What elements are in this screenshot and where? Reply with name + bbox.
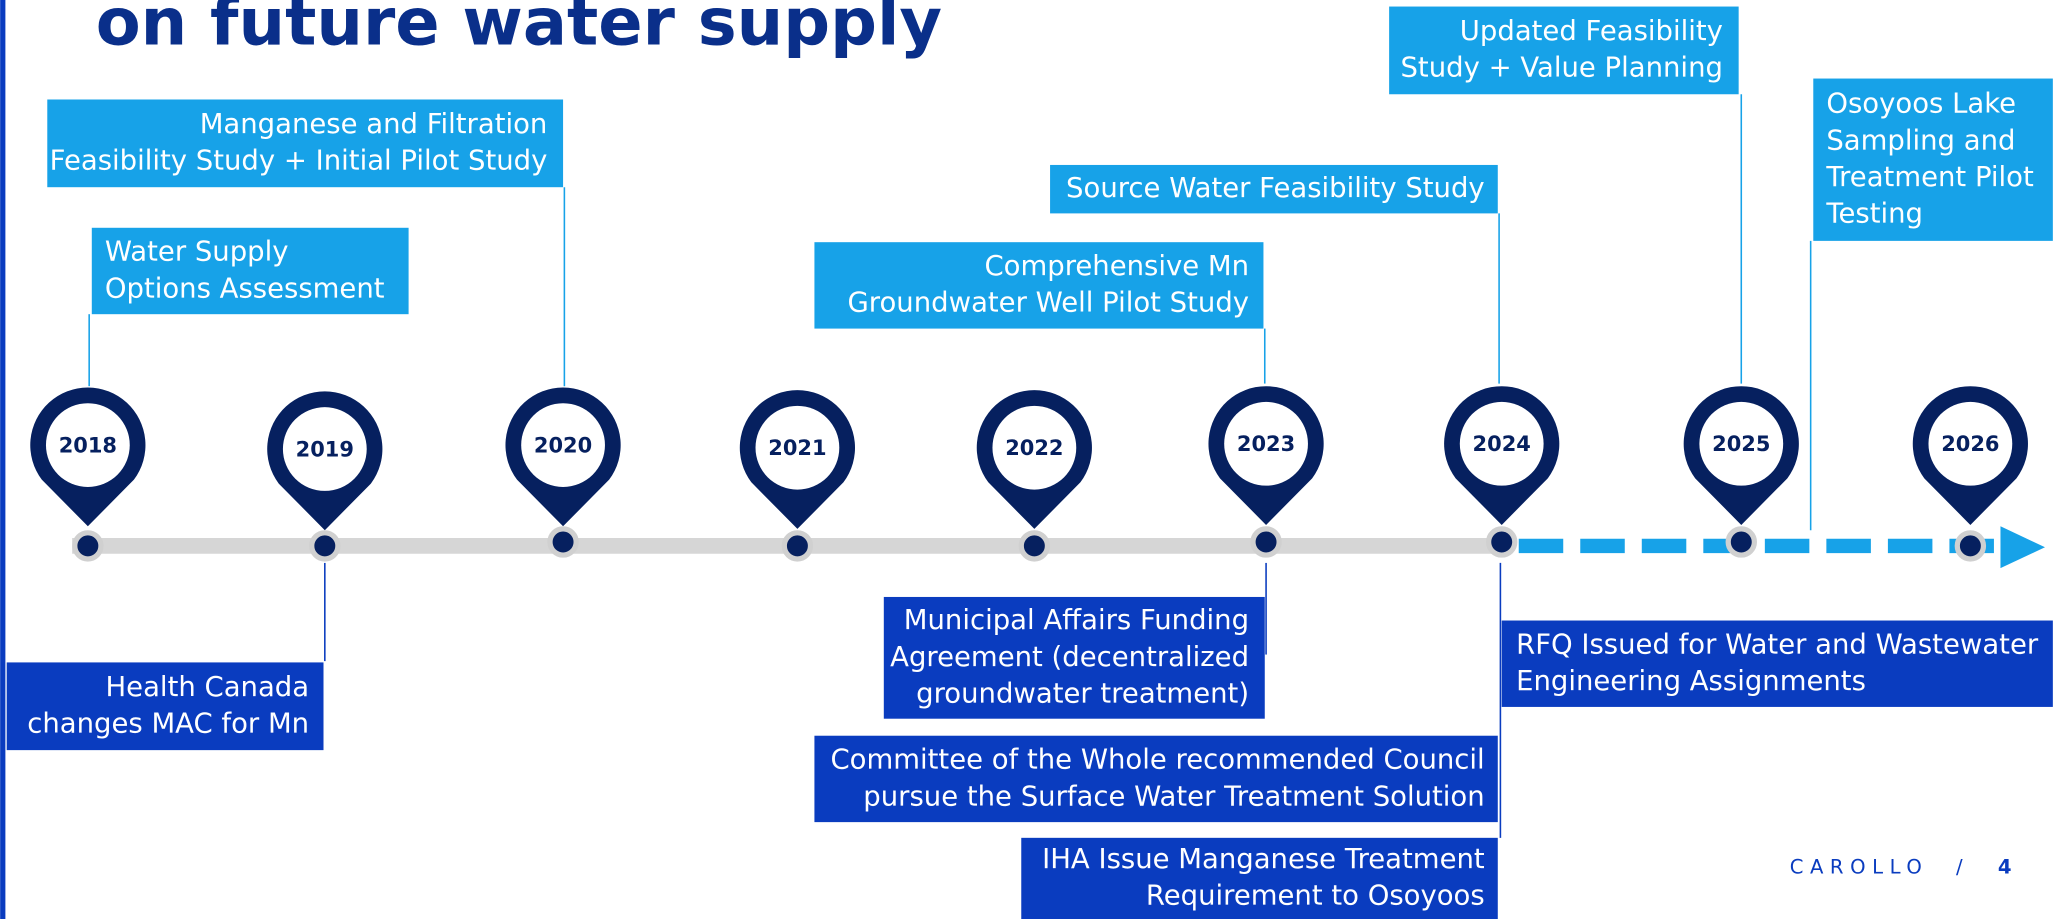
event-box xyxy=(883,596,1265,719)
event-text: Water Supply xyxy=(105,236,289,268)
event-box xyxy=(1501,620,2053,707)
event-text: Testing xyxy=(1825,198,1923,230)
event-box xyxy=(1389,6,1739,95)
event-box xyxy=(91,227,409,315)
year-pin-inner xyxy=(755,405,840,490)
event-text: changes MAC for Mn xyxy=(27,708,309,740)
event-text: RFQ Issued for Water and Wastewater xyxy=(1516,628,2039,660)
event-text: Options Assessment xyxy=(105,272,385,304)
year-pin-inner xyxy=(282,407,367,491)
year-label: 2020 xyxy=(534,433,592,457)
timeline-dot xyxy=(1486,526,1518,558)
event-text: Municipal Affairs Funding xyxy=(904,604,1249,636)
year-label: 2019 xyxy=(296,437,354,461)
timeline-dot xyxy=(72,530,104,562)
event-box xyxy=(47,99,564,188)
event-text: Sampling and xyxy=(1826,124,2015,156)
event-text: Manganese and Filtration xyxy=(200,108,548,140)
year-pin-inner xyxy=(45,403,130,487)
slide-title: on future water supply xyxy=(96,0,942,60)
timeline-dot xyxy=(781,530,814,562)
footer-separator: / xyxy=(1956,855,1963,878)
year-pin-inner xyxy=(992,405,1077,490)
event-text: Source Water Feasibility Study xyxy=(1066,172,1485,204)
footer-page: 4 xyxy=(1998,855,2012,878)
event-box xyxy=(6,662,324,751)
event-box xyxy=(1813,78,2053,241)
left-border xyxy=(0,0,6,919)
event-text: Engineering Assignments xyxy=(1516,665,1866,697)
event-text: Comprehensive Mn xyxy=(984,250,1249,282)
event-text: pursue the Surface Water Treatment Solut… xyxy=(863,780,1484,812)
event-text: Requirement to Osoyoos xyxy=(1146,880,1485,912)
year-pin-inner xyxy=(1224,401,1308,486)
timeline-dot xyxy=(1250,526,1282,558)
year-label: 2024 xyxy=(1473,432,1531,456)
event-text: Agreement (decentralized xyxy=(890,641,1249,673)
year-label: 2025 xyxy=(1712,432,1770,456)
timeline-dot xyxy=(547,526,579,558)
event-text: Feasibility Study + Initial Pilot Study xyxy=(50,145,548,177)
year-pin-inner xyxy=(1928,401,2013,486)
footer-brand: CAROLLO xyxy=(1790,855,1929,878)
year-label: 2018 xyxy=(59,433,117,457)
timeline-dot xyxy=(1725,526,1757,558)
timeline-dot xyxy=(1954,530,1987,562)
event-box xyxy=(1050,164,1498,214)
event-text: Osoyoos Lake xyxy=(1826,88,2016,120)
year-label: 2021 xyxy=(768,436,826,460)
event-box xyxy=(1021,837,1498,919)
event-text: Study + Value Planning xyxy=(1400,52,1722,84)
event-text: Committee of the Whole recommended Counc… xyxy=(830,744,1484,776)
year-pin-inner xyxy=(1459,401,1544,486)
event-text: Treatment Pilot xyxy=(1825,161,2034,193)
year-label: 2022 xyxy=(1005,436,1063,460)
year-pin-inner xyxy=(1699,401,1784,486)
timeline-dot xyxy=(1018,530,1051,562)
event-text: Groundwater Well Pilot Study xyxy=(848,287,1250,319)
event-text: Health Canada xyxy=(106,671,310,703)
year-pin-inner xyxy=(521,403,605,487)
event-text: Updated Feasibility xyxy=(1460,15,1723,47)
event-text: IHA Issue Manganese Treatment xyxy=(1042,843,1485,875)
year-label: 2023 xyxy=(1237,432,1295,456)
timeline-dot xyxy=(309,530,341,562)
timeline-arrow xyxy=(2000,526,2045,569)
event-text: groundwater treatment) xyxy=(916,677,1249,709)
year-label: 2026 xyxy=(1941,432,1999,456)
event-box xyxy=(814,242,1264,329)
event-box xyxy=(814,735,1498,823)
